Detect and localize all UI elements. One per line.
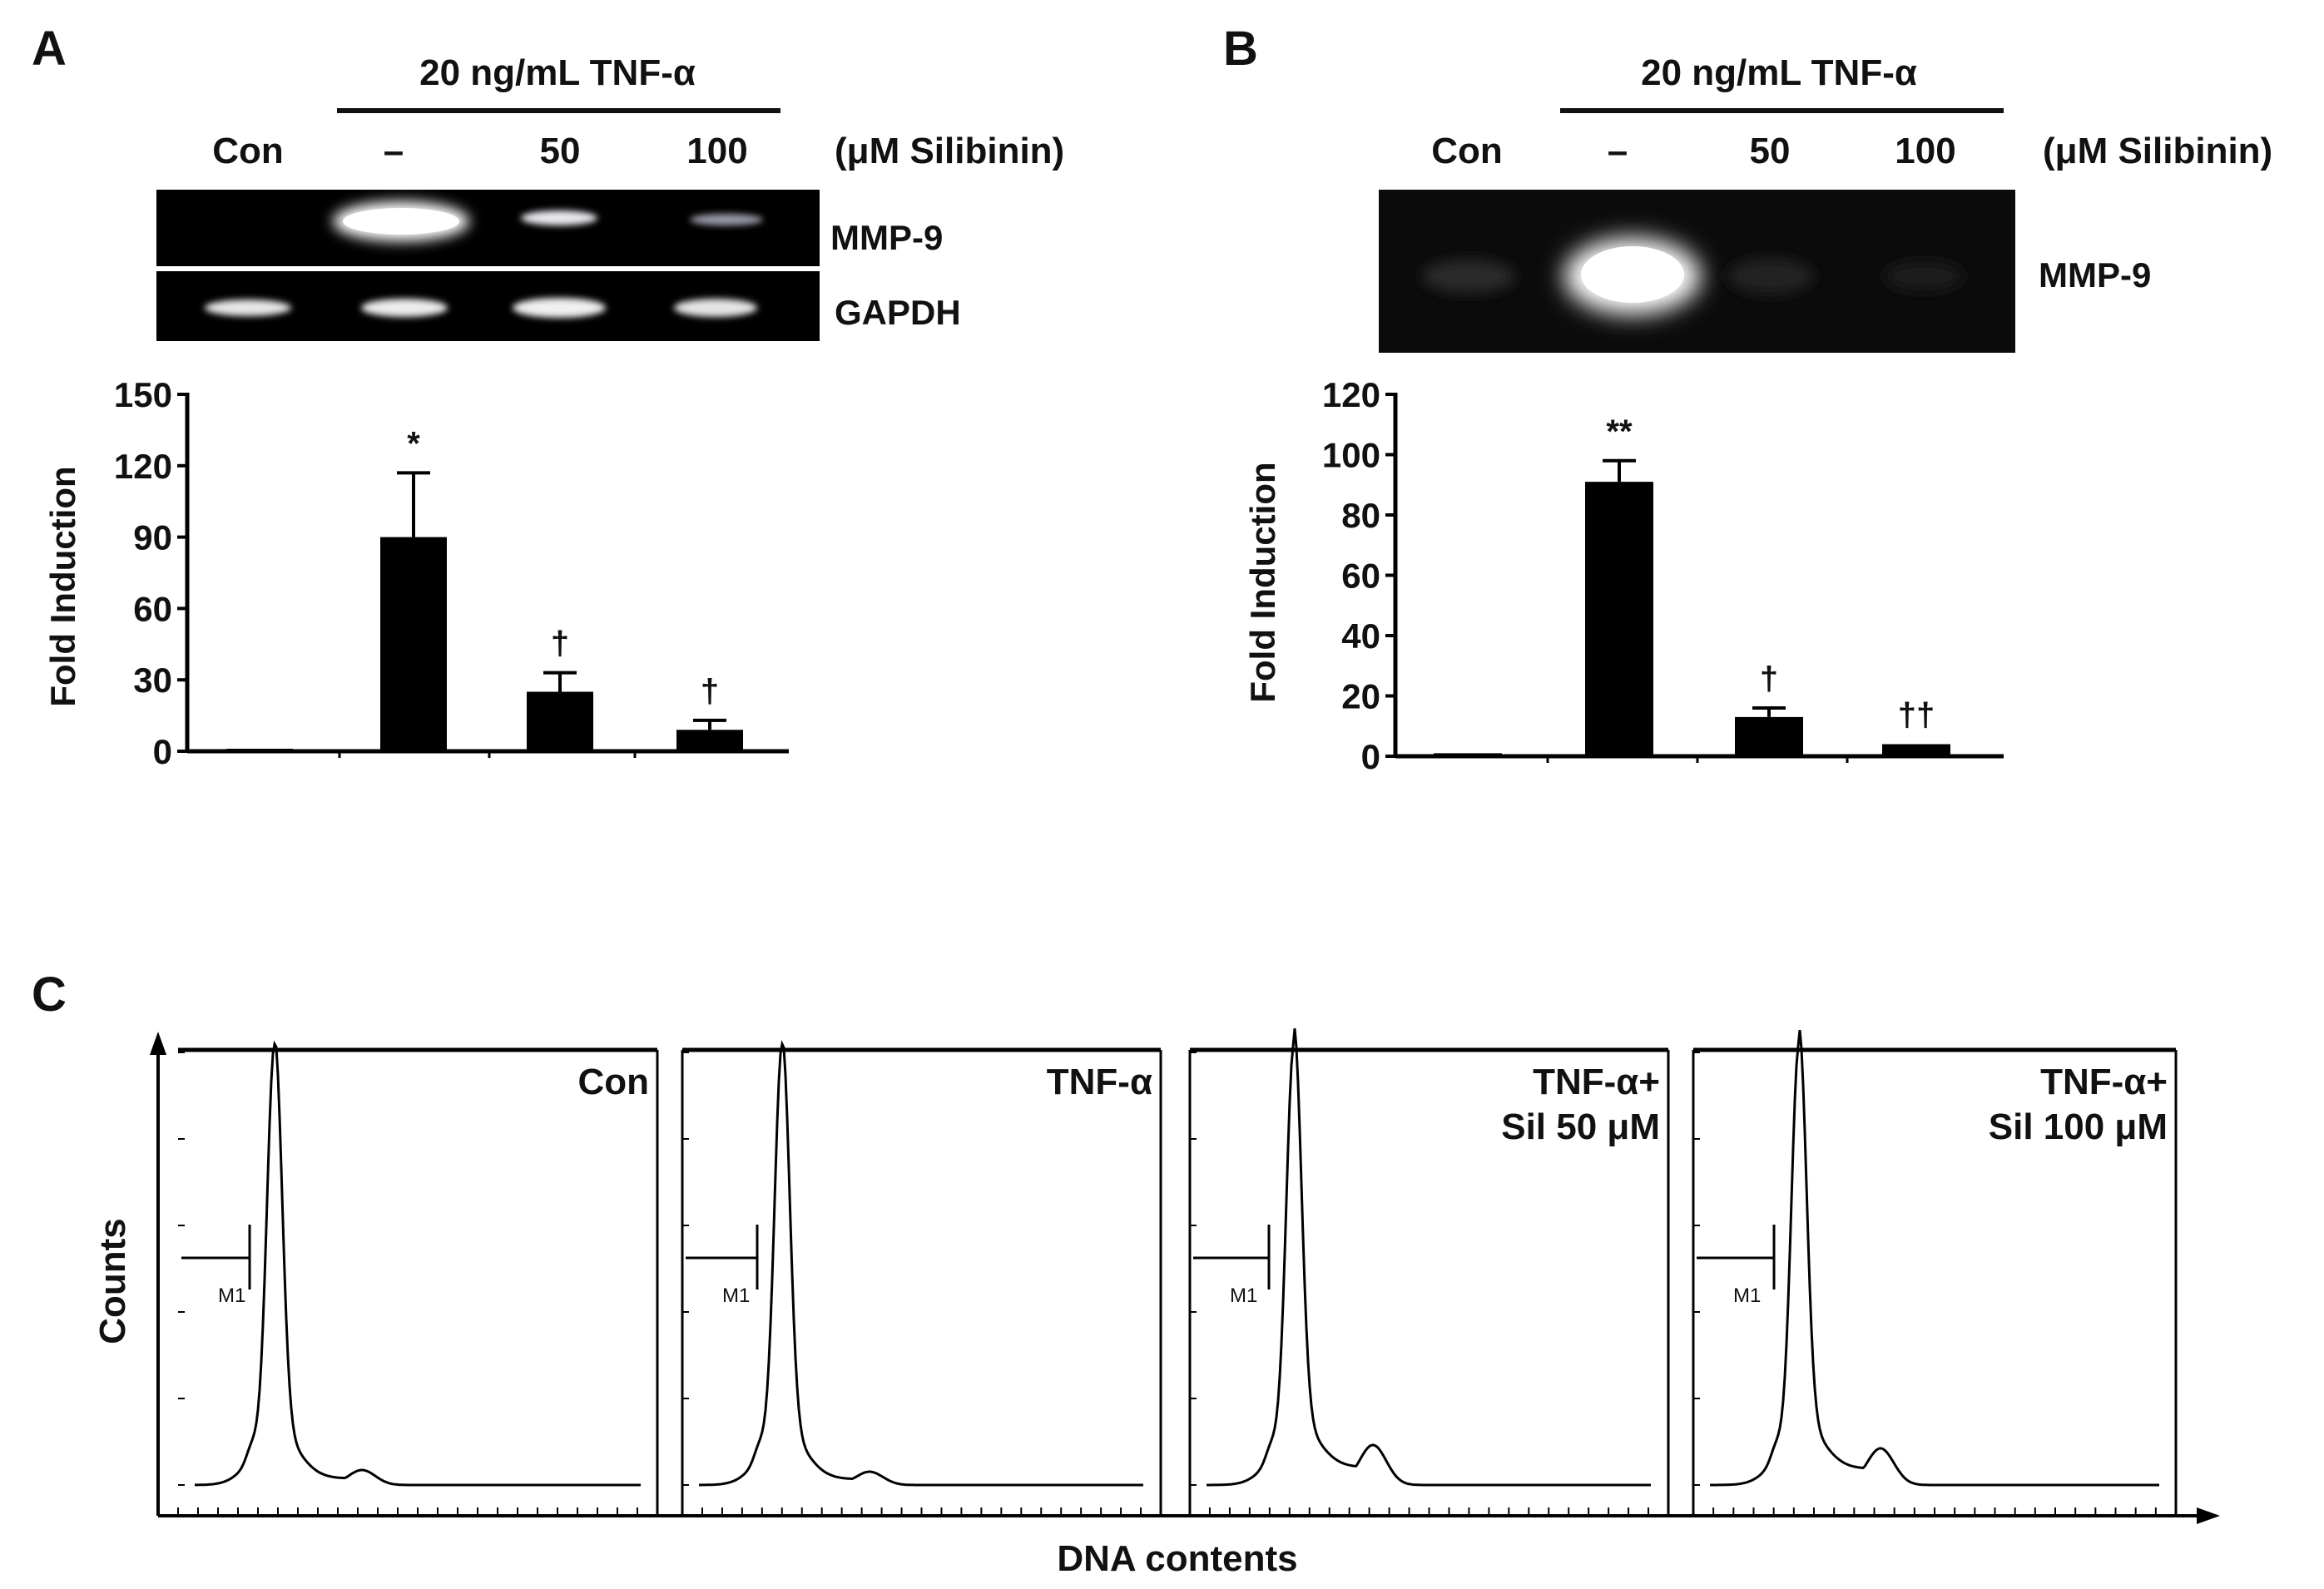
y-axis-label-counts: Counts: [92, 1218, 133, 1344]
bar: [1434, 753, 1502, 756]
y-tick-label: 40: [1341, 616, 1380, 656]
gel-band: [1422, 260, 1515, 293]
gel-band: [674, 299, 757, 317]
dna-histogram-curve: [195, 1040, 641, 1487]
significance-marks: **†††: [1606, 413, 1935, 734]
panel-b-mmp9-gel: [1379, 190, 2015, 353]
gel-band: [1884, 261, 1964, 291]
panel-c: C Counts DNA contents M1 Con M1 TNF-α M1 TNF-…: [32, 968, 2220, 1579]
panel-b-lane-labels: Con – 50 100: [1431, 131, 1955, 171]
gel-band: [343, 208, 459, 235]
x-axis-label-dna: DNA contents: [1057, 1538, 1297, 1579]
y-tick-label: 20: [1341, 677, 1380, 716]
panel-a-chart: Fold Induction 0 30 60 90 120 150 * † †: [43, 375, 789, 771]
arrow-up-icon: [150, 1032, 166, 1055]
lane-label: 50: [540, 131, 581, 171]
histogram-panel: M1 TNF-α+Sil 50 μM: [1188, 1028, 1670, 1516]
m1-gate-label: M1: [218, 1285, 245, 1307]
panel-a-mmp9-gel: [156, 190, 820, 266]
y-tick-label: 0: [153, 732, 172, 771]
significance-mark: **: [1606, 413, 1633, 450]
panel-a: A 20 ng/mL TNF-α Con – 50 100 (μM Silibi…: [32, 22, 1064, 771]
blot-label-gapdh: GAPDH: [835, 293, 961, 332]
gel-band: [1727, 258, 1814, 295]
bar: [676, 730, 743, 751]
y-tick-label: 0: [1361, 737, 1380, 776]
m1-gate-label: M1: [1733, 1285, 1761, 1307]
lane-label: Con: [1431, 131, 1503, 171]
y-tick-label: 30: [133, 661, 172, 700]
bar: [527, 691, 593, 751]
y-tick-label: 60: [1341, 557, 1380, 596]
y-axis-label: Fold Induction: [1243, 462, 1282, 702]
blot-label-mmp9: MMP-9: [2039, 255, 2151, 295]
significance-mark: †: [701, 673, 719, 710]
condition-label: Con: [577, 1062, 649, 1102]
condition-label: Sil 100 μM: [1989, 1106, 2168, 1147]
panel-b-letter: B: [1223, 22, 1258, 76]
significance-mark: †: [1760, 661, 1778, 697]
condition-label: TNF-α+: [1533, 1062, 1660, 1102]
bar: [1585, 482, 1653, 756]
gel-band: [513, 298, 606, 318]
bar: [1735, 716, 1803, 756]
panel-c-letter: C: [32, 968, 67, 1022]
bars: [1434, 458, 1950, 756]
m1-gate-label: M1: [722, 1285, 750, 1307]
m1-gate-label: M1: [1230, 1285, 1257, 1307]
dna-histogram-curve: [1207, 1028, 1651, 1487]
condition-label: Sil 50 μM: [1501, 1106, 1660, 1147]
histogram-panel: M1 TNF-α: [681, 1039, 1162, 1516]
condition-label: TNF-α: [1047, 1062, 1152, 1102]
y-tick-label: 80: [1341, 496, 1380, 535]
bar: [226, 749, 293, 751]
lane-label: 50: [1750, 131, 1791, 171]
lane-label: 100: [1895, 131, 1955, 171]
panel-b-unit-label: (μM Silibinin): [2043, 131, 2272, 171]
gel-band: [1581, 246, 1684, 303]
y-tick-label: 60: [133, 589, 172, 628]
lane-label: 100: [686, 131, 747, 171]
y-ticks: 0 30 60 90 120 150: [114, 375, 637, 771]
y-ticks: 0 20 40 60 80 100 120: [1322, 375, 1849, 776]
gel-band: [205, 299, 291, 316]
y-tick-label: 120: [1322, 375, 1380, 414]
lane-label: –: [384, 131, 404, 171]
bar: [380, 537, 447, 751]
y-axis-label: Fold Induction: [43, 466, 82, 706]
lane-label: –: [1608, 131, 1628, 171]
panel-a-gapdh-gel: [156, 271, 820, 341]
dna-histogram-curve: [1710, 1029, 2159, 1487]
bar: [1882, 744, 1950, 756]
blot-label-mmp9: MMP-9: [830, 218, 943, 257]
gel-band: [690, 214, 763, 225]
condition-label: TNF-α+: [2040, 1062, 2168, 1102]
significance-mark: *: [407, 425, 420, 462]
significance-marks: * † †: [407, 425, 719, 709]
bars: [226, 471, 743, 751]
lane-label: Con: [212, 131, 284, 171]
significance-mark: ††: [1898, 697, 1935, 734]
histogram-panel: M1 TNF-α+Sil 100 μM: [1692, 1029, 2178, 1516]
gel-band: [361, 299, 448, 317]
panel-b: B 20 ng/mL TNF-α Con – 50 100 (μM Silibi…: [1223, 22, 2272, 776]
gel-band: [521, 210, 597, 225]
panel-a-unit-label: (μM Silibinin): [835, 131, 1064, 171]
panel-a-letter: A: [32, 22, 67, 76]
significance-mark: †: [551, 626, 569, 662]
histogram-panel: M1 Con: [177, 1040, 659, 1516]
panel-b-treatment-label: 20 ng/mL TNF-α: [1641, 52, 1917, 93]
dna-histogram-curve: [699, 1039, 1143, 1487]
panel-a-treatment-label: 20 ng/mL TNF-α: [419, 52, 696, 93]
y-tick-label: 90: [133, 518, 172, 557]
y-tick-label: 150: [114, 375, 172, 414]
panel-a-lane-labels: Con – 50 100: [212, 131, 747, 171]
y-tick-label: 100: [1322, 436, 1380, 475]
y-tick-label: 120: [114, 447, 172, 486]
arrow-right-icon: [2197, 1507, 2220, 1524]
